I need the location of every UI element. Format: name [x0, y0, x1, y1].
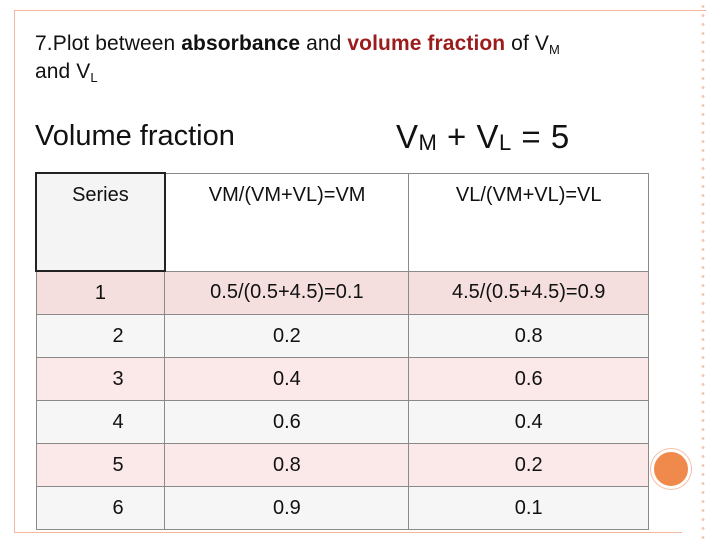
- table-row: 6 0.9 0.1: [35, 486, 649, 530]
- title-prefix: 7.Plot between: [35, 32, 182, 55]
- sum-equation: VM + VL = 5: [396, 116, 570, 158]
- cell-series: 6: [35, 486, 166, 530]
- cell-vm: 0.2: [164, 314, 410, 358]
- cell-vm: 0.6: [164, 400, 410, 444]
- cell-series: 4: [35, 400, 166, 444]
- table-row: 4 0.6 0.4: [35, 400, 649, 444]
- title-and-v: and V: [35, 60, 91, 83]
- volume-fraction-table: Series VM/(VM+VL)=VM VL/(VM+VL)=VL 1 0.5…: [35, 172, 649, 530]
- sum-sub-l: L: [498, 130, 512, 155]
- table-row: 3 0.4 0.6: [35, 357, 649, 401]
- sum-plus-v: + V: [437, 118, 499, 155]
- cell-vl: 0.1: [408, 486, 649, 530]
- title-of-v: of V: [505, 32, 549, 55]
- header-vl-fraction: VL/(VM+VL)=VL: [408, 172, 649, 272]
- volume-fraction-label: Volume fraction: [35, 120, 235, 152]
- header-series: Series: [35, 172, 166, 272]
- sum-equals: = 5: [511, 118, 570, 155]
- cell-vm: 0.4: [164, 357, 410, 401]
- decorative-circle: [651, 449, 691, 489]
- frame-bottom-line: [14, 532, 682, 533]
- cell-series: 1: [35, 270, 166, 315]
- frame-top-line: [14, 10, 706, 11]
- cell-vm: 0.5/(0.5+4.5)=0.1: [164, 270, 410, 315]
- table-row: 1 0.5/(0.5+4.5)=0.1 4.5/(0.5+4.5)=0.9: [35, 270, 649, 315]
- cell-vl: 0.4: [408, 400, 649, 444]
- cell-vl: 0.2: [408, 443, 649, 487]
- cell-series: 3: [35, 357, 166, 401]
- cell-vl: 4.5/(0.5+4.5)=0.9: [408, 270, 649, 315]
- table-row: 2 0.2 0.8: [35, 314, 649, 358]
- cell-vm: 0.8: [164, 443, 410, 487]
- title-sub-m: M: [548, 42, 560, 57]
- header-vm-fraction: VM/(VM+VL)=VM: [164, 172, 410, 272]
- cell-vl: 0.6: [408, 357, 649, 401]
- title-absorbance: absorbance: [181, 32, 301, 55]
- cell-series: 5: [35, 443, 166, 487]
- table-row: 5 0.8 0.2: [35, 443, 649, 487]
- sum-v: V: [396, 118, 419, 155]
- cell-vl: 0.8: [408, 314, 649, 358]
- sum-sub-m: M: [418, 130, 438, 155]
- slide-title: 7.Plot between absorbance and volume fra…: [35, 30, 675, 86]
- title-volume-fraction: volume fraction: [347, 32, 506, 55]
- title-and: and: [300, 32, 348, 55]
- frame-dotted-border: [697, 0, 709, 540]
- title-sub-l: L: [90, 70, 98, 85]
- table-header-row: Series VM/(VM+VL)=VM VL/(VM+VL)=VL: [35, 172, 649, 272]
- cell-series: 2: [35, 314, 166, 358]
- frame-left-line: [14, 10, 15, 532]
- cell-vm: 0.9: [164, 486, 410, 530]
